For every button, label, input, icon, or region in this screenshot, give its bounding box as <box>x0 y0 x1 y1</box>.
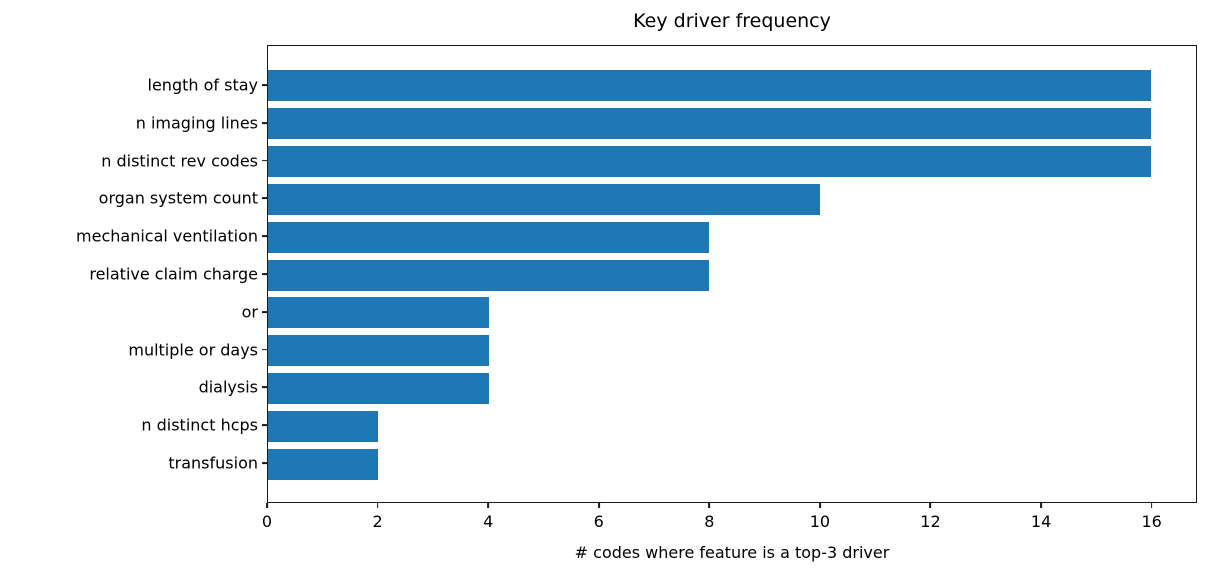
y-label-n-distinct-hcps: n distinct hcps <box>141 415 258 435</box>
y-label-organ-system-count: organ system count <box>98 188 258 208</box>
y-tick-n-imaging-lines <box>262 121 267 124</box>
y-label-n-distinct-rev-codes: n distinct rev codes <box>101 151 258 171</box>
plot-area <box>267 45 1197 503</box>
bar-or <box>268 297 489 329</box>
bar-length-of-stay <box>268 70 1151 102</box>
y-label-length-of-stay: length of stay <box>147 75 258 95</box>
y-tick-multiple-or-days <box>262 348 267 351</box>
x-tick-label-0: 0 <box>261 512 273 531</box>
bar-multiple-or-days <box>268 335 489 367</box>
x-tick-label-12: 12 <box>920 512 941 531</box>
bar-organ-system-count <box>268 183 820 215</box>
y-label-transfusion: transfusion <box>168 453 258 473</box>
y-label-multiple-or-days: multiple or days <box>128 340 258 360</box>
y-tick-transfusion <box>262 462 267 464</box>
x-tick-mark-2 <box>376 503 379 508</box>
x-tick-mark-12 <box>929 503 932 508</box>
y-tick-length-of-stay <box>262 84 267 86</box>
x-tick-mark-16 <box>1150 503 1153 508</box>
x-tick-mark-14 <box>1040 503 1042 508</box>
x-tick-mark-6 <box>597 503 600 508</box>
y-tick-n-distinct-rev-codes <box>262 159 267 162</box>
x-tick-label-2: 2 <box>372 512 383 531</box>
y-label-dialysis: dialysis <box>198 377 258 397</box>
y-tick-dialysis <box>262 386 267 389</box>
x-tick-label-16: 16 <box>1141 512 1162 531</box>
x-tick-mark-4 <box>487 503 490 508</box>
y-tick-relative-claim-charge <box>262 273 267 275</box>
y-tick-n-distinct-hcps <box>262 424 267 427</box>
x-tick-label-4: 4 <box>483 512 494 531</box>
x-tick-mark-8 <box>708 503 711 508</box>
x-tick-mark-10 <box>819 503 821 508</box>
y-label-or: or <box>241 302 258 322</box>
bar-mechanical-ventilation <box>268 221 710 253</box>
bar-n-distinct-rev-codes <box>268 146 1151 178</box>
x-tick-label-8: 8 <box>704 512 715 531</box>
y-label-mechanical-ventilation: mechanical ventilation <box>76 226 258 246</box>
x-tick-label-6: 6 <box>593 512 604 531</box>
x-tick-label-14: 14 <box>1030 512 1052 531</box>
bar-relative-claim-charge <box>268 259 710 291</box>
x-tick-mark-0 <box>266 503 268 508</box>
x-tick-label-10: 10 <box>809 512 831 531</box>
y-tick-mechanical-ventilation <box>262 235 267 238</box>
bar-transfusion <box>268 448 379 480</box>
x-axis-label: # codes where feature is a top-3 driver <box>574 543 890 562</box>
y-label-relative-claim-charge: relative claim charge <box>89 264 258 284</box>
y-tick-or <box>262 310 267 313</box>
bar-n-distinct-hcps <box>268 410 379 442</box>
chart-title: Key driver frequency <box>633 10 831 32</box>
bar-dialysis <box>268 372 489 404</box>
bar-n-imaging-lines <box>268 108 1151 140</box>
y-tick-organ-system-count <box>262 197 267 200</box>
y-label-n-imaging-lines: n imaging lines <box>135 113 258 133</box>
